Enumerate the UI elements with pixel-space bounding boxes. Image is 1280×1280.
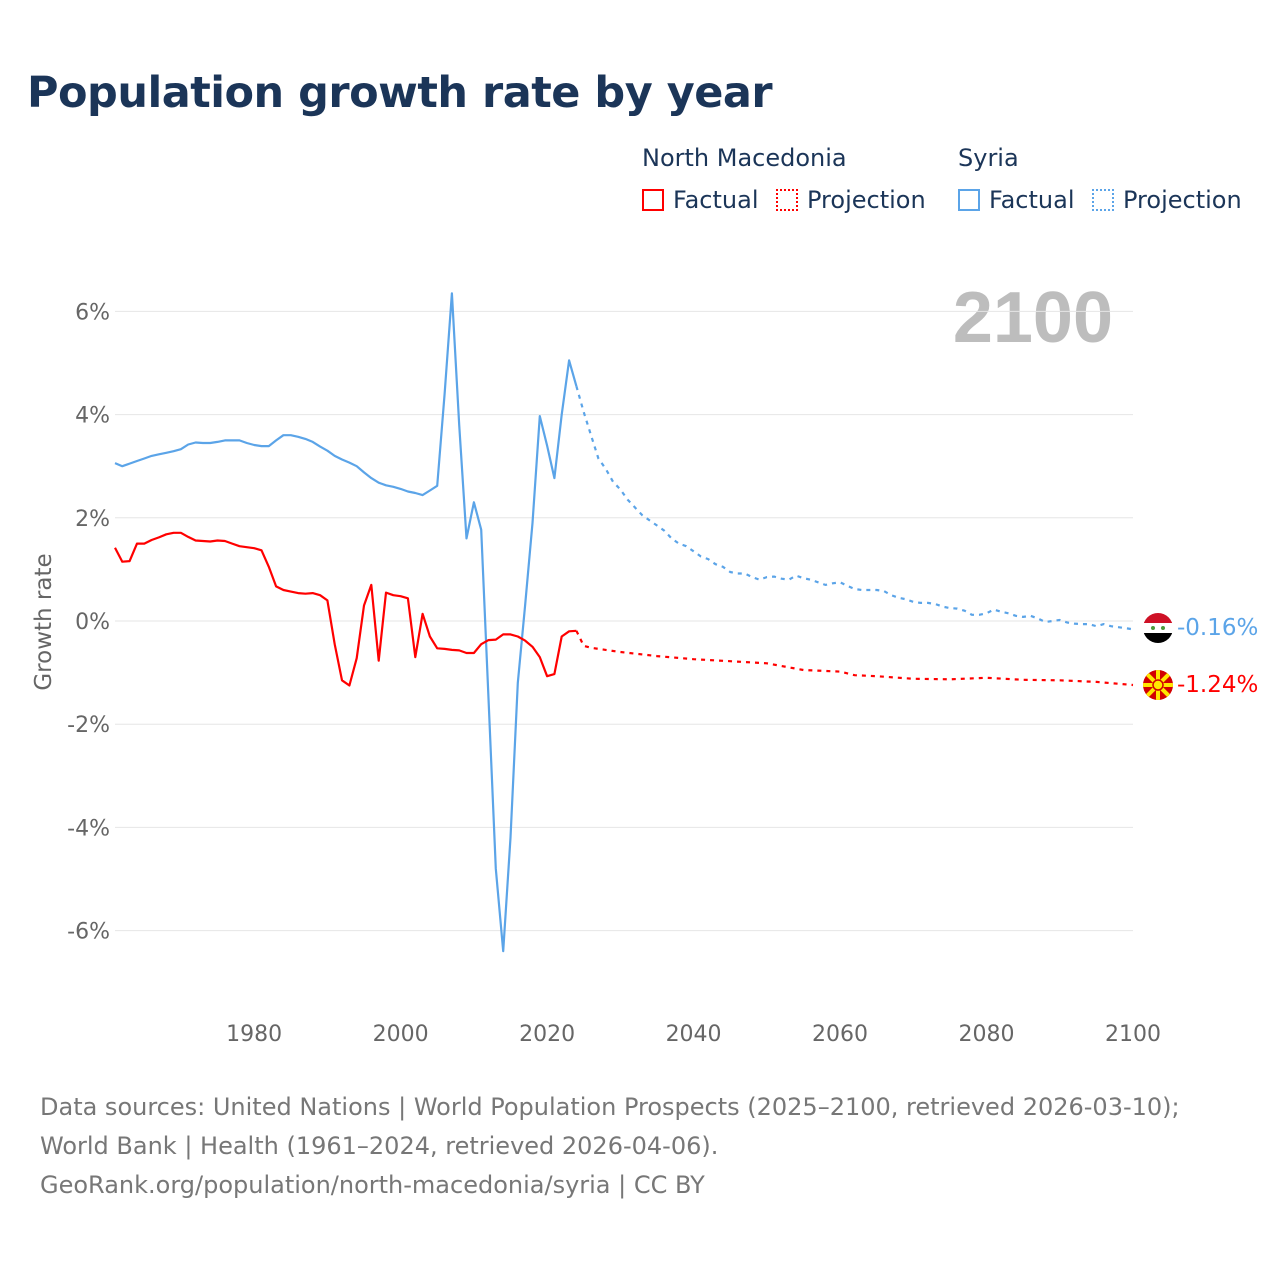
data-sources: Data sources: United Nations | World Pop… (40, 1093, 1180, 1160)
y-tick-label: -6% (67, 920, 110, 945)
legend-label-nm-projection[interactable]: Projection (807, 186, 926, 214)
credit-link[interactable]: GeoRank.org/population/north-macedonia/s… (40, 1171, 705, 1199)
y-tick-label: 6% (75, 300, 110, 325)
chart-title: Population growth rate by year (27, 68, 773, 118)
end-label-syria: -0.16% (1177, 615, 1258, 641)
syria-factual-line (114, 292, 578, 953)
y-axis-label: Growth rate (31, 553, 57, 690)
syria-projection-line (575, 385, 1134, 631)
x-tick-label: 2020 (519, 1022, 575, 1047)
year-label: 2100 (953, 278, 1113, 358)
north-macedonia-flag-icon (1143, 670, 1173, 700)
legend-group-north-macedonia: North Macedonia (642, 144, 847, 172)
x-tick-label: 2080 (959, 1022, 1015, 1047)
x-tick-label: 2100 (1105, 1022, 1161, 1047)
legend-label-syria-factual[interactable]: Factual (989, 186, 1075, 214)
y-tick-label: 2% (75, 507, 110, 532)
source-note: Data sources: United Nations | World Pop… (40, 1088, 1240, 1205)
legend-swatch-nm-factual (642, 189, 664, 211)
legend-swatch-syria-factual (958, 189, 980, 211)
north-macedonia-projection-line (575, 630, 1134, 687)
legend-swatch-nm-projection (776, 189, 798, 211)
x-tick-label: 1980 (226, 1022, 282, 1047)
legend-group-syria: Syria (958, 144, 1019, 172)
north-macedonia-factual-line (114, 531, 577, 687)
syria-flag-icon (1143, 613, 1173, 643)
legend-label-syria-projection[interactable]: Projection (1123, 186, 1242, 214)
x-tick-label: 2000 (373, 1022, 429, 1047)
y-tick-label: 4% (75, 404, 110, 429)
x-tick-label: 2060 (812, 1022, 868, 1047)
y-tick-label: -4% (67, 816, 110, 841)
x-tick-label: 2040 (666, 1022, 722, 1047)
y-tick-label: -2% (67, 713, 110, 738)
end-label-north-macedonia: -1.24% (1177, 672, 1258, 698)
y-tick-label: 0% (75, 610, 110, 635)
legend-label-nm-factual[interactable]: Factual (673, 186, 759, 214)
legend-swatch-syria-projection (1092, 189, 1114, 211)
